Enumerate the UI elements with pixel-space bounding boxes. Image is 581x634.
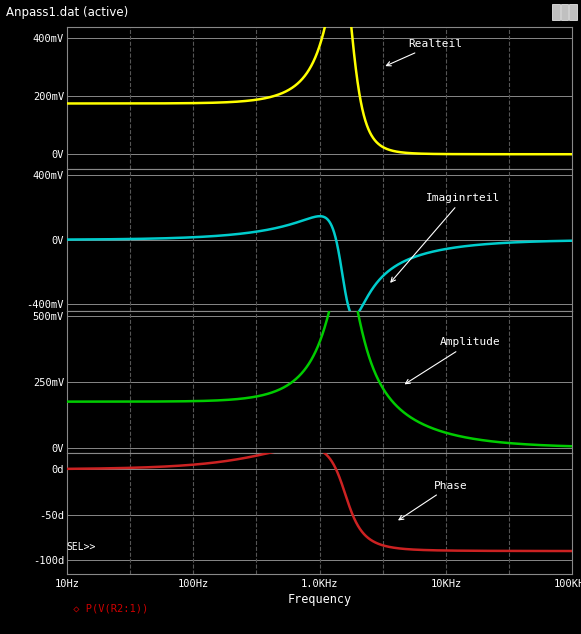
- Text: Anpass1.dat (active): Anpass1.dat (active): [6, 6, 128, 18]
- Bar: [561, 4, 568, 20]
- Text: ◇ V(R2:1): ◇ V(R2:1): [67, 454, 130, 463]
- Text: □ IMG(V(R2:1)): □ IMG(V(R2:1)): [67, 311, 160, 321]
- Text: Phase: Phase: [399, 481, 468, 520]
- Text: □ R(V(R2:1)): □ R(V(R2:1)): [67, 169, 148, 179]
- Text: Amplitude: Amplitude: [406, 337, 501, 384]
- Text: SEL>>: SEL>>: [67, 541, 96, 552]
- Text: Imaginrteil: Imaginrteil: [391, 193, 501, 282]
- Bar: [569, 4, 577, 20]
- X-axis label: Frequency: Frequency: [288, 593, 352, 606]
- Text: ◇ P(V(R2:1)): ◇ P(V(R2:1)): [67, 604, 148, 614]
- Text: Realteil: Realteil: [386, 39, 462, 66]
- Bar: [552, 4, 560, 20]
